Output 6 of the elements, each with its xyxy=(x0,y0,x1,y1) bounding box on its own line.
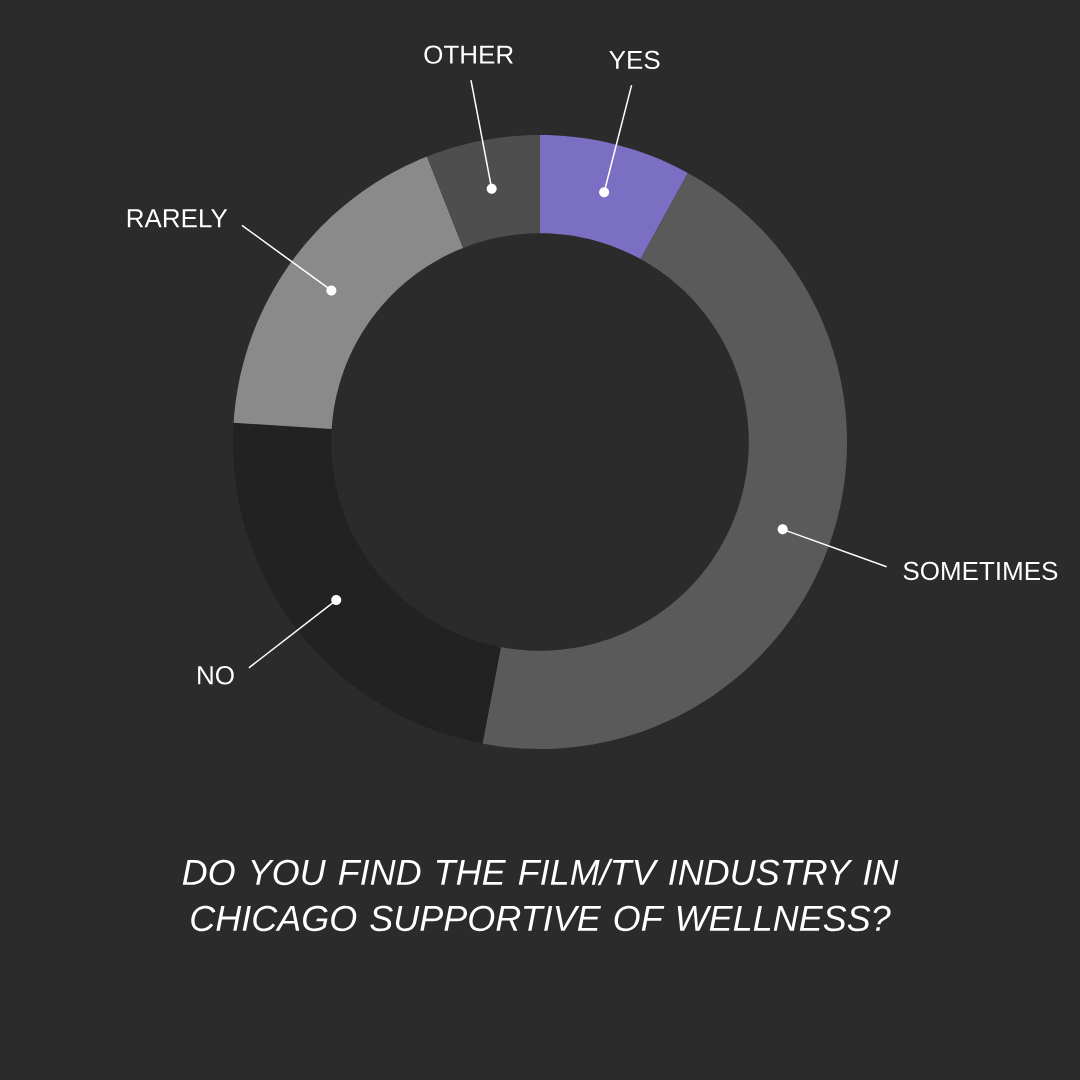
slice-label: YES xyxy=(609,50,660,70)
slice-label: RARELY xyxy=(127,209,228,228)
slice-label: SOMETIMES xyxy=(903,561,1058,581)
text: DO YOU FIND THE FILM/TV INDUSTRY IN CHICAGO SUPPORTIVE OF WELLNESS? xyxy=(182,858,899,932)
slice-label: NO xyxy=(198,666,234,685)
slice-label: OTHER xyxy=(424,45,513,64)
